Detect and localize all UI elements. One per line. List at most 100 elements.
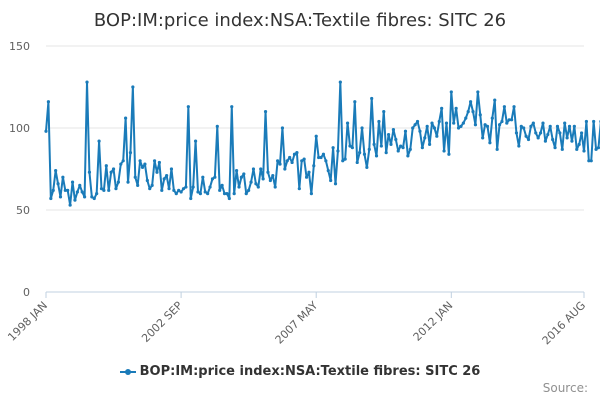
data-point[interactable] bbox=[560, 147, 564, 151]
data-point[interactable] bbox=[548, 124, 552, 128]
data-point[interactable] bbox=[469, 100, 473, 104]
data-point[interactable] bbox=[594, 147, 598, 151]
data-point[interactable] bbox=[210, 177, 215, 181]
data-point[interactable] bbox=[353, 100, 357, 104]
data-point[interactable] bbox=[408, 147, 412, 151]
data-point[interactable] bbox=[75, 190, 79, 194]
data-point[interactable] bbox=[420, 146, 424, 150]
data-point[interactable] bbox=[428, 142, 432, 146]
data-point[interactable] bbox=[372, 142, 376, 146]
data-point[interactable] bbox=[567, 124, 572, 128]
data-point[interactable] bbox=[374, 154, 379, 158]
data-point[interactable] bbox=[517, 144, 521, 148]
data-point[interactable] bbox=[587, 159, 591, 163]
data-point[interactable] bbox=[538, 131, 543, 135]
data-point[interactable] bbox=[256, 185, 260, 189]
data-point[interactable] bbox=[73, 198, 77, 202]
data-point[interactable] bbox=[124, 116, 128, 120]
data-point[interactable] bbox=[348, 144, 352, 148]
data-point[interactable] bbox=[577, 142, 581, 146]
data-point[interactable] bbox=[239, 175, 244, 179]
data-point[interactable] bbox=[386, 132, 391, 137]
data-point[interactable] bbox=[490, 116, 494, 120]
data-point[interactable] bbox=[367, 147, 371, 151]
data-point[interactable] bbox=[133, 175, 137, 179]
data-point[interactable] bbox=[90, 195, 94, 199]
data-point[interactable] bbox=[317, 155, 321, 160]
source-credit[interactable]: Source: bbox=[542, 381, 588, 395]
data-point[interactable] bbox=[283, 167, 287, 171]
data-point[interactable] bbox=[244, 192, 248, 196]
data-point[interactable] bbox=[87, 170, 92, 174]
data-point[interactable] bbox=[481, 136, 485, 140]
data-point[interactable] bbox=[510, 118, 514, 122]
data-point[interactable] bbox=[358, 151, 362, 155]
data-point[interactable] bbox=[196, 190, 200, 194]
data-point[interactable] bbox=[579, 131, 584, 135]
data-point[interactable] bbox=[300, 159, 304, 163]
data-point[interactable] bbox=[553, 146, 557, 150]
data-point[interactable] bbox=[138, 159, 142, 163]
data-point[interactable] bbox=[406, 154, 410, 158]
data-point[interactable] bbox=[234, 169, 239, 173]
data-point[interactable] bbox=[68, 203, 72, 207]
data-point[interactable] bbox=[225, 192, 229, 196]
data-point[interactable] bbox=[263, 110, 268, 114]
data-point[interactable] bbox=[186, 105, 190, 109]
data-point[interactable] bbox=[396, 149, 400, 153]
data-point[interactable] bbox=[464, 116, 468, 120]
data-point[interactable] bbox=[584, 119, 589, 124]
data-point[interactable] bbox=[485, 124, 490, 128]
data-point[interactable] bbox=[259, 167, 263, 171]
data-point[interactable] bbox=[403, 129, 408, 133]
data-point[interactable] bbox=[534, 131, 538, 135]
data-point[interactable] bbox=[495, 147, 499, 151]
data-point[interactable] bbox=[505, 121, 509, 125]
data-point[interactable] bbox=[201, 175, 205, 179]
data-point[interactable] bbox=[507, 118, 511, 122]
data-point[interactable] bbox=[536, 136, 540, 140]
data-point[interactable] bbox=[522, 126, 526, 130]
data-point[interactable] bbox=[324, 159, 328, 163]
data-point[interactable] bbox=[83, 195, 87, 199]
data-point[interactable] bbox=[230, 105, 234, 109]
data-point[interactable] bbox=[524, 134, 528, 138]
data-point[interactable] bbox=[247, 188, 251, 192]
data-point[interactable] bbox=[543, 139, 548, 143]
data-point[interactable] bbox=[391, 128, 396, 132]
data-point[interactable] bbox=[389, 142, 393, 146]
data-point[interactable] bbox=[191, 185, 195, 189]
data-point[interactable] bbox=[179, 190, 183, 194]
data-point[interactable] bbox=[54, 169, 58, 173]
data-point[interactable] bbox=[382, 110, 386, 114]
data-point[interactable] bbox=[114, 187, 118, 191]
data-point[interactable] bbox=[169, 167, 174, 171]
data-point[interactable] bbox=[119, 162, 123, 166]
data-point[interactable] bbox=[430, 121, 434, 125]
data-point[interactable] bbox=[261, 177, 265, 181]
data-point[interactable] bbox=[411, 126, 415, 130]
data-point[interactable] bbox=[401, 146, 405, 150]
data-point[interactable] bbox=[435, 134, 439, 138]
data-point[interactable] bbox=[232, 192, 236, 196]
data-point[interactable] bbox=[109, 170, 113, 174]
data-point[interactable] bbox=[222, 192, 227, 196]
data-point[interactable] bbox=[56, 182, 60, 186]
data-point[interactable] bbox=[95, 192, 99, 196]
data-point[interactable] bbox=[394, 137, 398, 142]
data-point[interactable] bbox=[280, 126, 285, 130]
data-point[interactable] bbox=[104, 164, 108, 168]
data-point[interactable] bbox=[254, 182, 258, 186]
data-point[interactable] bbox=[288, 155, 292, 160]
data-point[interactable] bbox=[350, 146, 354, 150]
data-point[interactable] bbox=[251, 167, 256, 171]
data-point[interactable] bbox=[184, 185, 188, 189]
data-point[interactable] bbox=[63, 188, 67, 192]
data-point[interactable] bbox=[447, 152, 451, 156]
data-point[interactable] bbox=[531, 121, 535, 125]
data-point[interactable] bbox=[143, 162, 147, 166]
data-point[interactable] bbox=[46, 100, 51, 104]
data-point[interactable] bbox=[459, 124, 463, 128]
data-point[interactable] bbox=[589, 159, 593, 163]
data-point[interactable] bbox=[268, 178, 272, 183]
